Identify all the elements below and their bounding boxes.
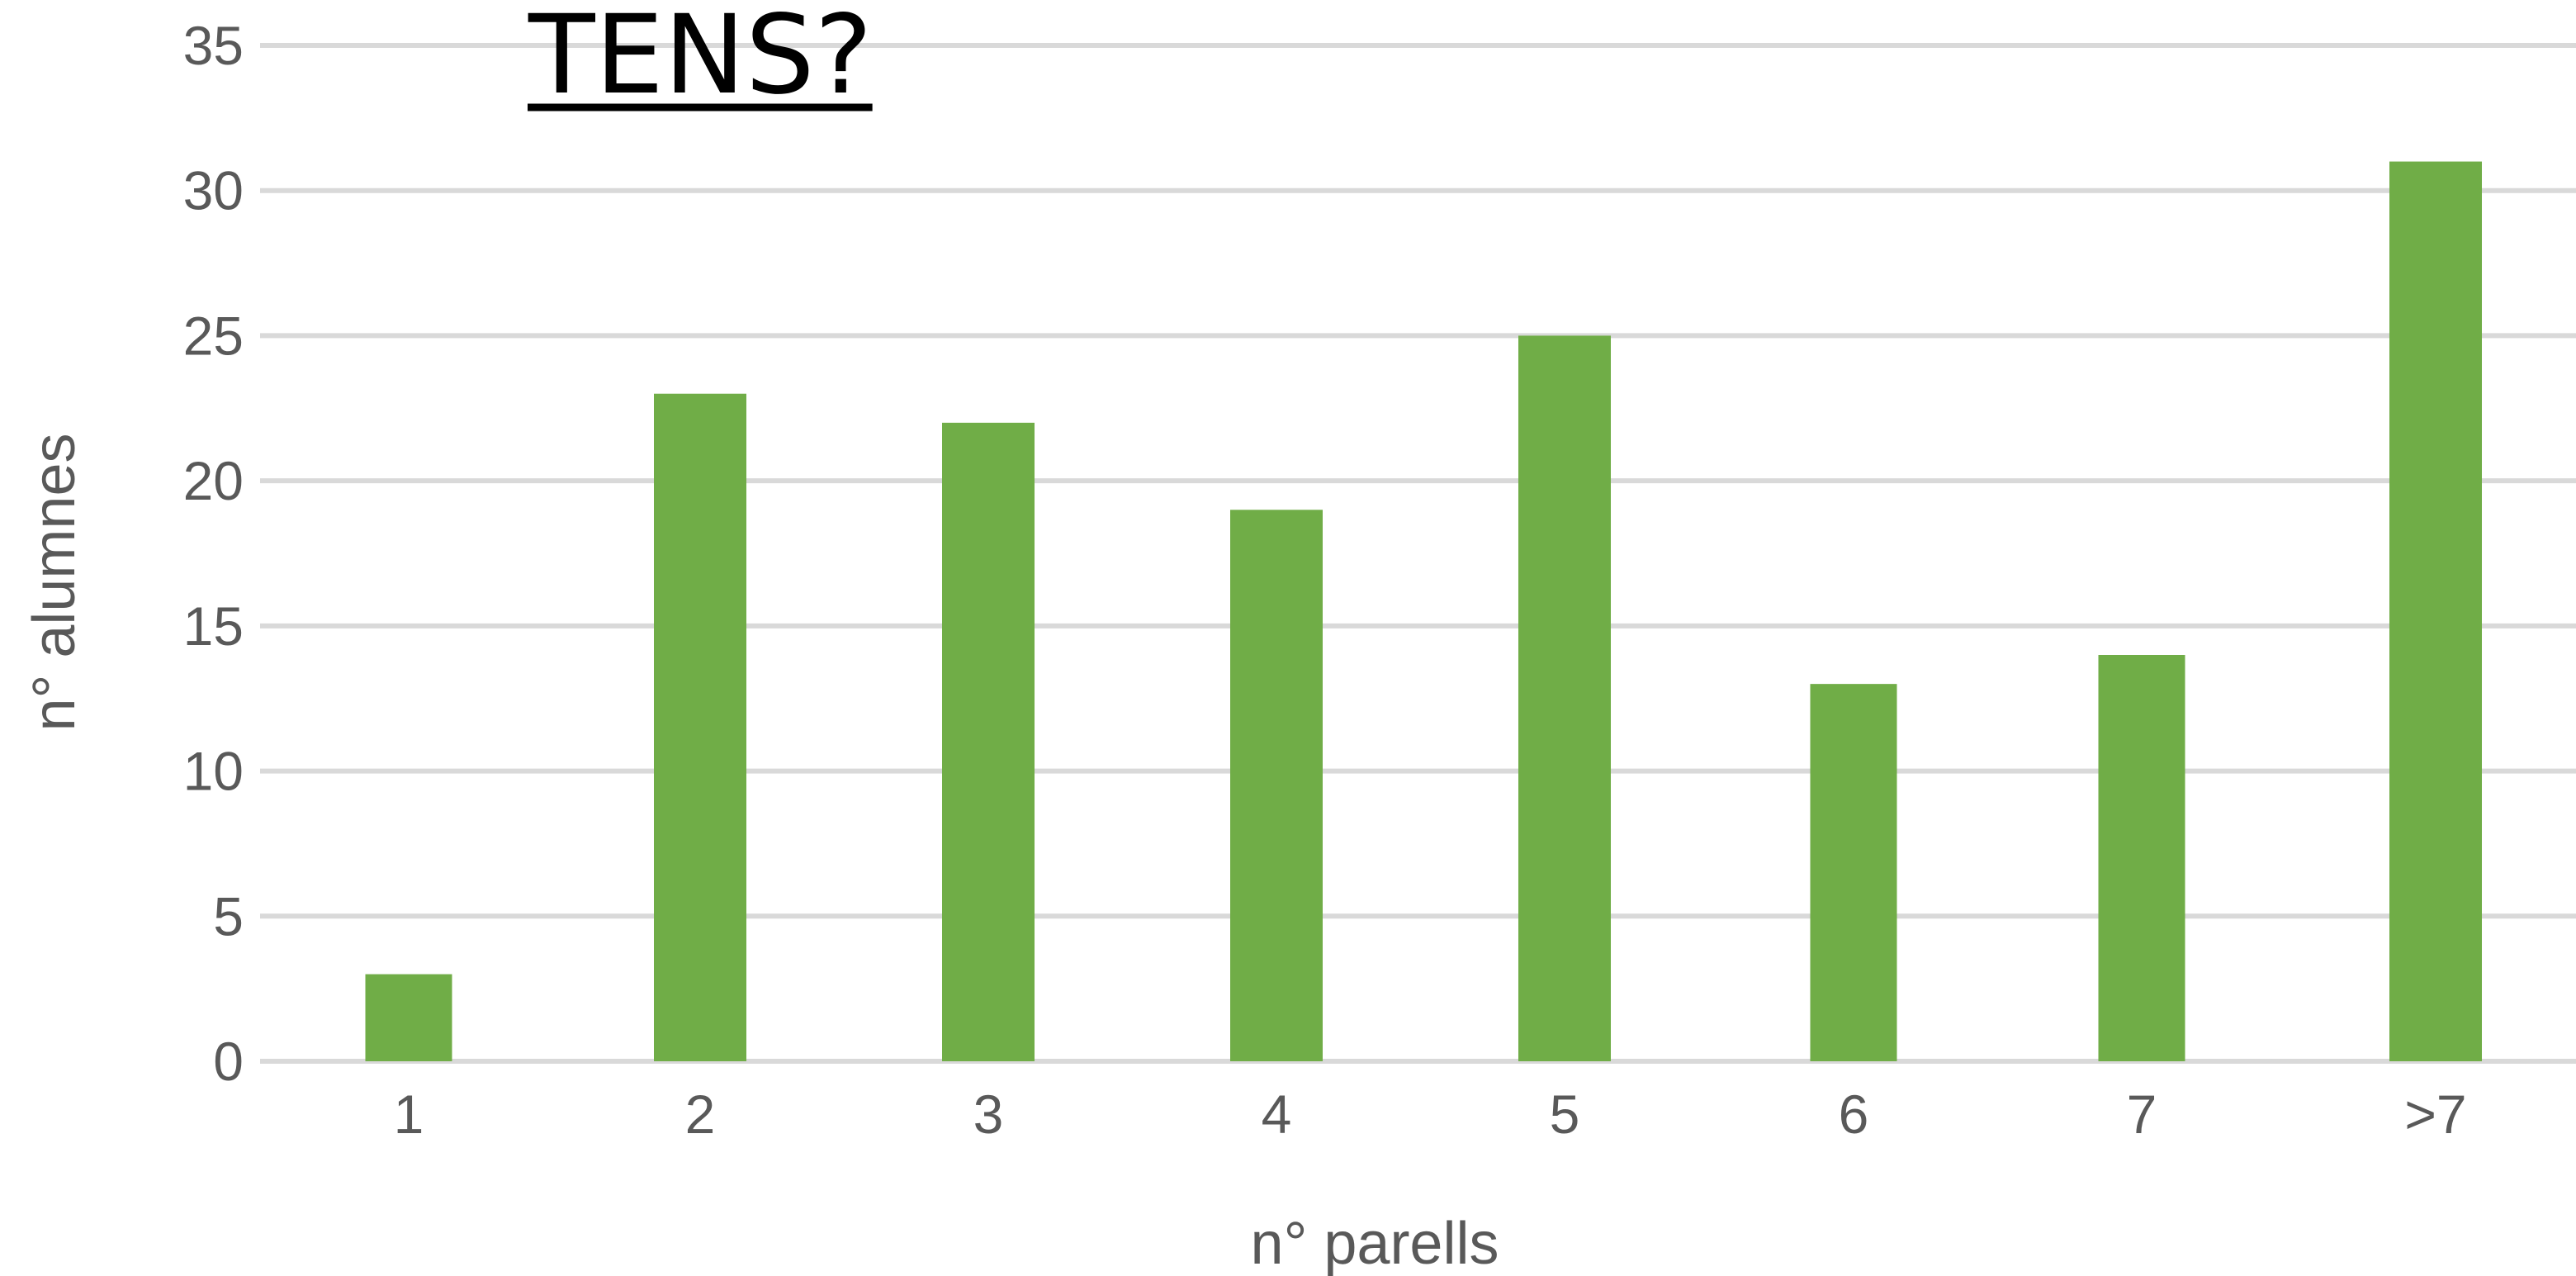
bar-1 xyxy=(365,974,452,1061)
y-tick-label: 10 xyxy=(183,741,244,802)
bar-3 xyxy=(942,422,1035,1061)
bar-7 xyxy=(2098,655,2185,1061)
y-axis-ticks: 0 5 10 15 20 25 30 35 xyxy=(183,15,244,1092)
y-tick-label: 35 xyxy=(183,15,244,76)
x-tick-label: 6 xyxy=(1839,1084,1869,1145)
x-tick-label: 7 xyxy=(2127,1084,2157,1145)
x-tick-label: 1 xyxy=(394,1084,424,1145)
y-tick-label: 15 xyxy=(183,595,244,657)
x-tick-label: >7 xyxy=(2404,1084,2466,1145)
x-axis-ticks: 1 2 3 4 5 6 7 >7 xyxy=(394,1084,2467,1145)
x-tick-label: 5 xyxy=(1550,1084,1580,1145)
y-tick-label: 0 xyxy=(213,1031,244,1092)
gridlines xyxy=(260,43,2576,1064)
chart-title: TENS? xyxy=(528,0,873,119)
x-tick-label: 2 xyxy=(685,1084,716,1145)
y-tick-label: 20 xyxy=(183,450,244,511)
bar-2 xyxy=(654,393,746,1061)
y-tick-label: 5 xyxy=(213,885,244,946)
bar-4 xyxy=(1230,510,1323,1061)
bars xyxy=(365,161,2482,1062)
x-tick-label: 4 xyxy=(1262,1084,1292,1145)
bar->7 xyxy=(2389,161,2482,1062)
y-tick-label: 30 xyxy=(183,160,244,221)
y-tick-label: 25 xyxy=(183,305,244,366)
bar-5 xyxy=(1518,335,1611,1061)
x-tick-label: 3 xyxy=(973,1084,1004,1145)
y-axis-title: n° alumnes xyxy=(21,434,88,732)
x-axis-title: n° parells xyxy=(1251,1211,1499,1276)
bar-6 xyxy=(1810,684,1897,1061)
